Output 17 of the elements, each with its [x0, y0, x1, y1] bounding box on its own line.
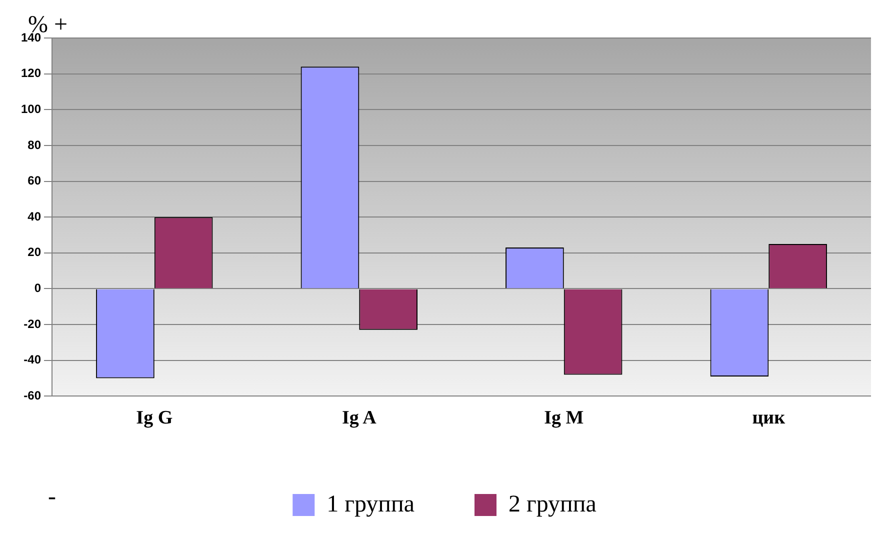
y-tick-label: 40	[28, 209, 42, 224]
x-tick-label: Ig A	[342, 408, 377, 429]
x-tick-label: Ig M	[544, 408, 584, 429]
legend-label: 1 группа	[326, 491, 415, 518]
y-tick-label: -60	[24, 388, 42, 403]
y-tick-label: 80	[28, 138, 42, 152]
y-tick-label: 120	[20, 66, 42, 80]
y-tick-label: 100	[20, 102, 42, 116]
x-tick-label: Ig G	[136, 408, 173, 429]
legend-label: 2 группа	[508, 491, 597, 518]
y-tick-label: 60	[28, 174, 42, 188]
y-tick-label: -20	[24, 316, 42, 331]
y-tick-label: 0	[34, 281, 42, 296]
x-tick-label: цик	[752, 408, 786, 429]
y-tick-label: 20	[28, 245, 42, 260]
y-tick-label: -40	[24, 352, 42, 367]
text: -	[48, 484, 56, 511]
